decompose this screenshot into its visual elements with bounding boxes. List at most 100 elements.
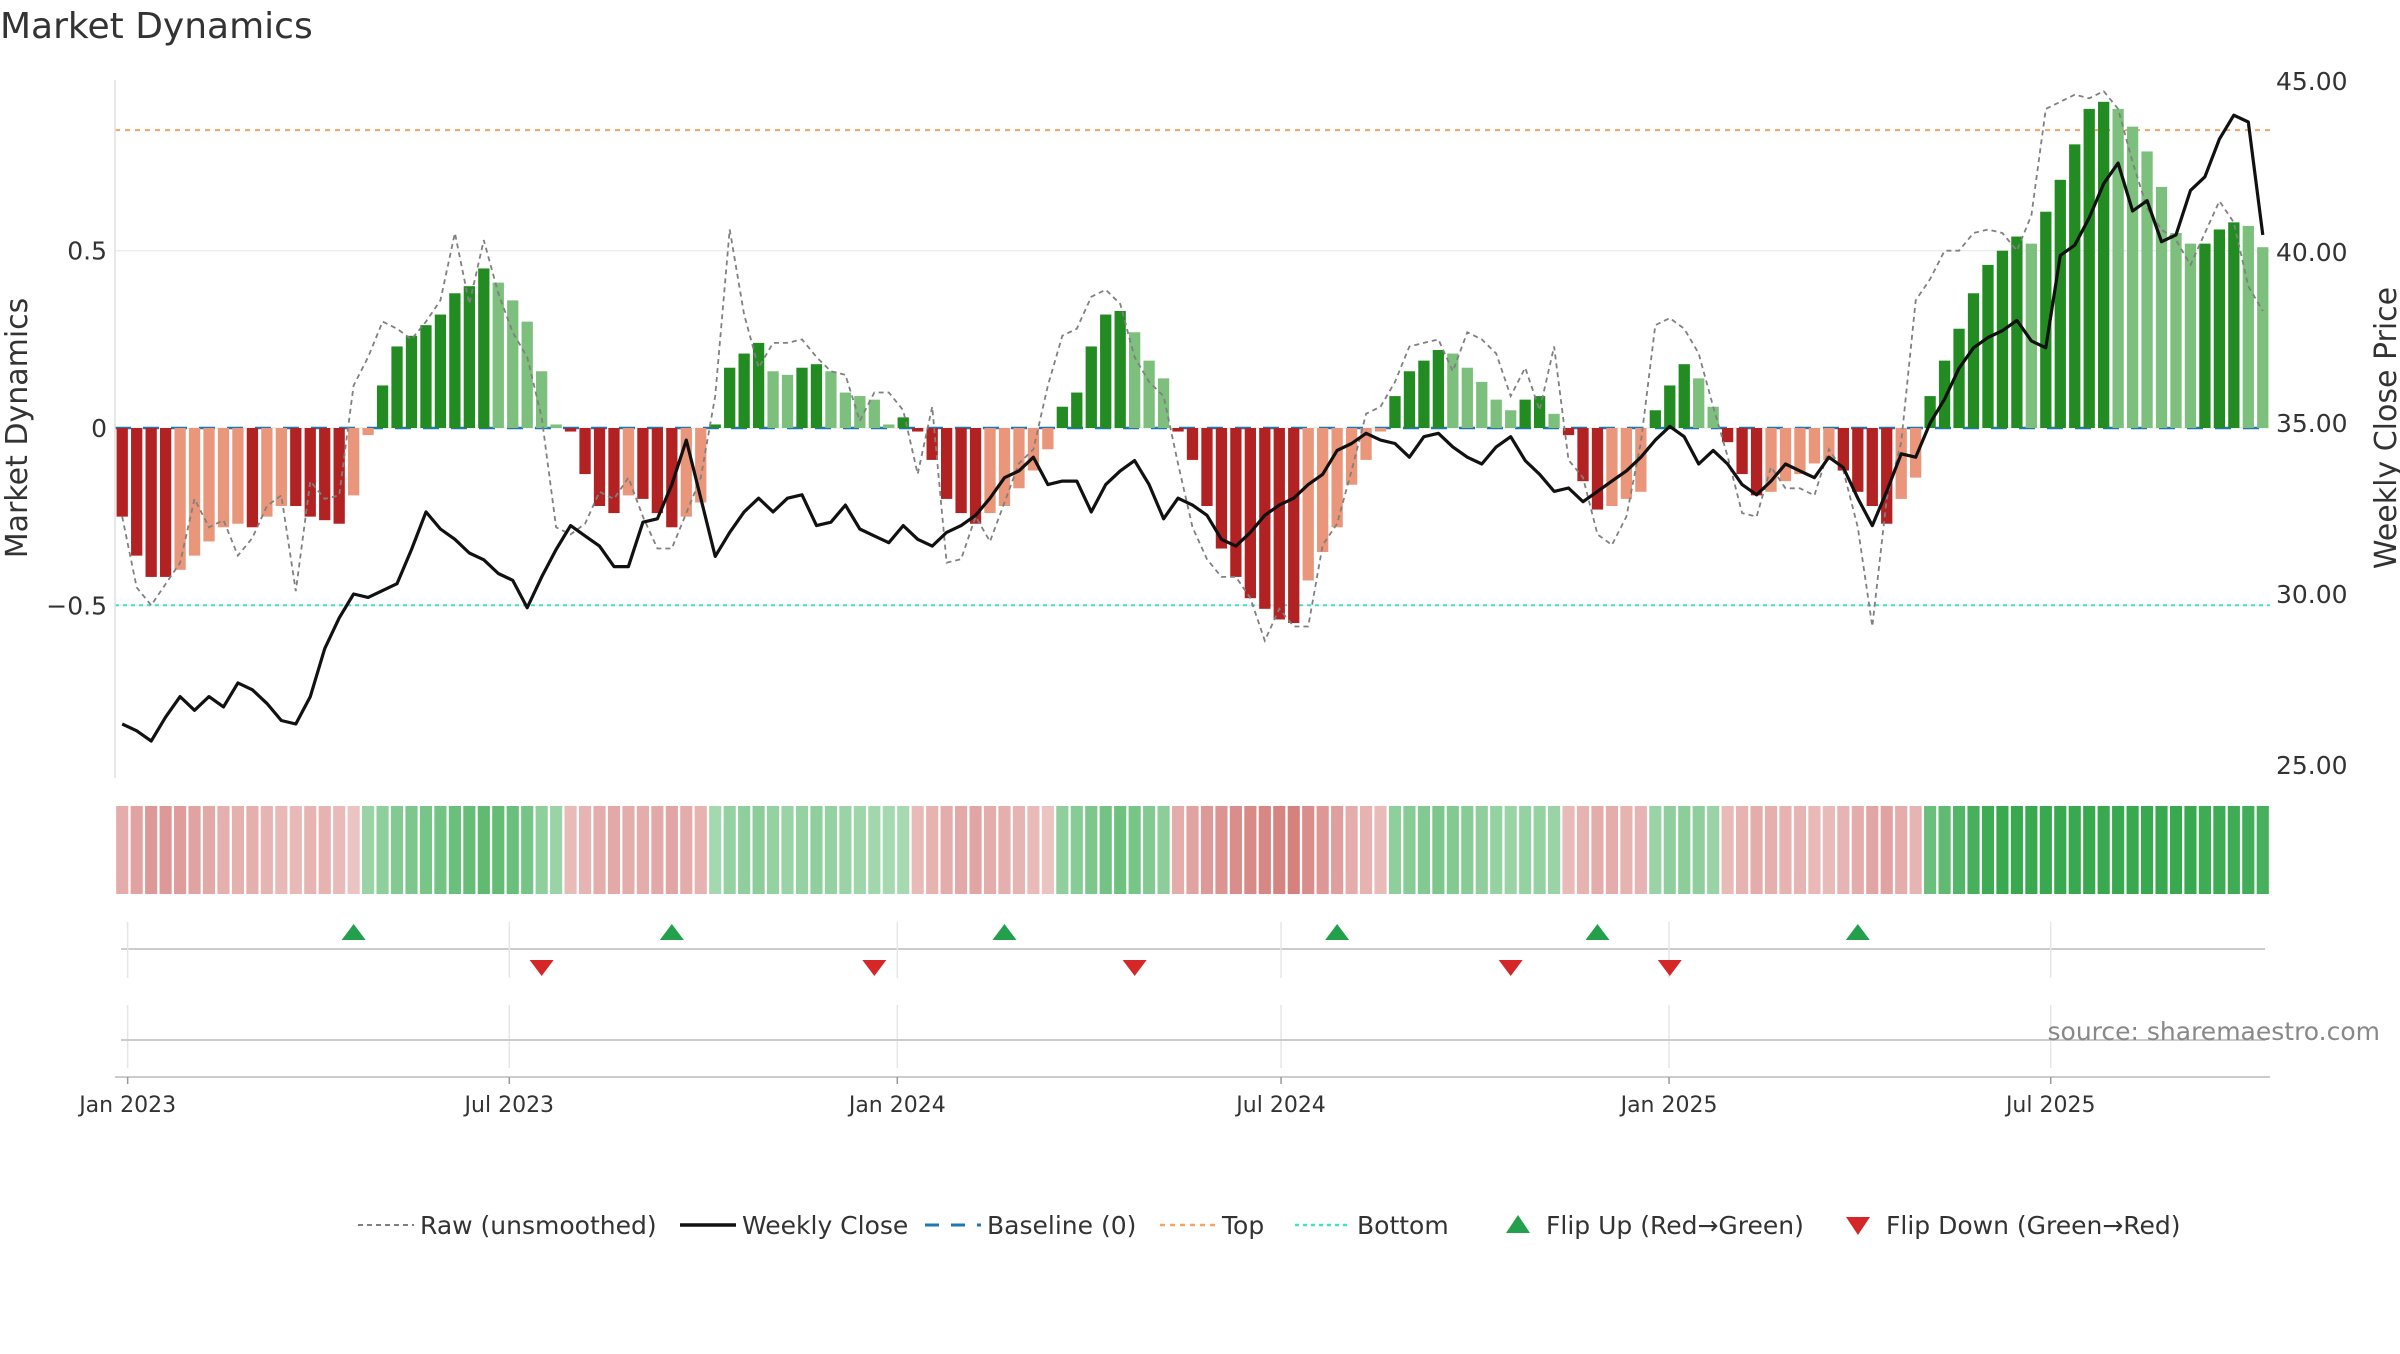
- dynamics-bar: [1288, 428, 1300, 623]
- legend-label-baseline: Baseline (0): [987, 1211, 1136, 1240]
- heat-cell: [1504, 806, 1517, 894]
- dynamics-bar: [1476, 381, 1488, 428]
- heat-cell: [1779, 806, 1792, 894]
- heat-cell: [116, 806, 129, 894]
- dynamics-bar: [724, 367, 736, 428]
- heat-cell: [810, 806, 823, 894]
- heat-cell: [1996, 806, 2009, 894]
- heat-cell: [940, 806, 953, 894]
- x-tick-label: Jan 2025: [1619, 1093, 1718, 1118]
- dynamics-bar: [709, 424, 721, 428]
- dynamics-bar: [1910, 428, 1922, 478]
- heat-cell: [376, 806, 389, 894]
- dynamics-bar: [1215, 428, 1228, 549]
- dynamics-bar: [1895, 428, 1907, 499]
- heat-cell: [202, 806, 216, 894]
- dynamics-bar: [854, 396, 866, 428]
- dynamics-bar: [2112, 108, 2124, 428]
- dynamics-bar: [781, 374, 794, 428]
- dynamics-bar: [2126, 126, 2139, 429]
- heat-cell: [1634, 806, 1647, 894]
- heat-cell: [955, 806, 968, 894]
- heat-cell: [2039, 806, 2052, 894]
- dynamics-bar: [290, 428, 302, 506]
- dynamics-bar: [1823, 428, 1835, 460]
- heat-cell: [1736, 806, 1749, 894]
- heat-cell: [824, 806, 837, 894]
- y-right-tick-label: 40.00: [2276, 238, 2348, 267]
- series-lines: [121, 90, 2265, 743]
- dynamics-bar: [2257, 247, 2269, 428]
- flip-up-marker: [1845, 924, 1870, 940]
- dynamics-bar: [420, 325, 432, 428]
- flip-up-marker: [992, 924, 1017, 940]
- heat-cell: [1649, 806, 1662, 894]
- heat-cell: [535, 806, 548, 894]
- dynamics-bar: [1389, 396, 1401, 428]
- heat-cell: [1446, 806, 1459, 894]
- dynamics-bar: [680, 428, 692, 517]
- heat-cell: [1562, 806, 1575, 894]
- x-tick-label: Jan 2024: [847, 1093, 946, 1118]
- heat-cell: [1605, 806, 1619, 894]
- heat-cell: [492, 806, 505, 894]
- dynamics-bar: [1100, 314, 1112, 428]
- heat-cell: [1924, 806, 1937, 894]
- flip-up-marker: [341, 924, 366, 940]
- heat-cell: [1345, 806, 1358, 894]
- dynamics-bar: [391, 346, 403, 428]
- heat-cell: [897, 806, 910, 894]
- dynamics-bar: [2141, 151, 2153, 429]
- heat-cell: [1490, 806, 1503, 894]
- heat-cell: [174, 806, 187, 894]
- dynamics-bar: [2213, 229, 2226, 428]
- heat-cell: [390, 806, 404, 894]
- heat-cell: [145, 806, 158, 894]
- dynamics-bar: [2242, 225, 2254, 428]
- heat-cell: [246, 806, 259, 894]
- heat-cell: [607, 806, 621, 894]
- heat-cell: [2155, 806, 2168, 894]
- dynamics-bar: [1418, 360, 1430, 428]
- legend-label-flip_up: Flip Up (Red→Green): [1546, 1211, 1804, 1240]
- dynamics-bar: [1967, 293, 1980, 428]
- axes: 0.5 0 −0.5 45.00 40.00 35.00 30.00 25.00: [46, 67, 2347, 780]
- heat-cell: [1880, 806, 1893, 894]
- heat-cell: [1591, 806, 1604, 894]
- weekly-close-line: [121, 113, 2265, 743]
- empty-panel: [121, 1005, 2265, 1068]
- dynamics-bar: [1186, 428, 1199, 460]
- dynamics-bar: [1360, 428, 1372, 460]
- heat-cell: [1707, 806, 1720, 894]
- heat-cell: [2169, 806, 2183, 894]
- dynamics-bar: [1403, 371, 1416, 428]
- flip-down-marker: [862, 960, 887, 976]
- dynamics-bar: [1085, 346, 1097, 428]
- heat-cell: [2054, 806, 2067, 894]
- heat-cell: [231, 806, 245, 894]
- dynamics-bar: [1533, 396, 1546, 428]
- dynamics-bar: [825, 371, 837, 428]
- dynamics-bar: [1779, 428, 1792, 482]
- dynamics-bar: [1881, 428, 1893, 524]
- dynamics-bar: [666, 428, 678, 528]
- dynamics-bar: [1635, 428, 1647, 492]
- heat-cell: [651, 806, 664, 894]
- dynamics-bar: [1736, 428, 1748, 475]
- dynamics-bar: [174, 428, 186, 570]
- dynamics-bar: [333, 428, 345, 524]
- heat-cell: [998, 806, 1011, 894]
- dynamics-bar: [608, 428, 620, 514]
- heat-cell: [2198, 806, 2211, 894]
- dynamics-bar: [767, 371, 779, 428]
- flip-down-marker: [529, 960, 554, 976]
- dynamics-bar: [492, 282, 504, 428]
- heat-cell: [1967, 806, 1980, 894]
- legend-label-top: Top: [1221, 1211, 1264, 1240]
- dynamics-bar: [984, 428, 996, 514]
- heat-cell: [362, 806, 375, 894]
- dynamics-bar: [1664, 385, 1676, 428]
- heat-cell: [1041, 806, 1054, 894]
- legend-label-close: Weekly Close: [742, 1211, 908, 1240]
- dynamics-bar: [969, 428, 982, 524]
